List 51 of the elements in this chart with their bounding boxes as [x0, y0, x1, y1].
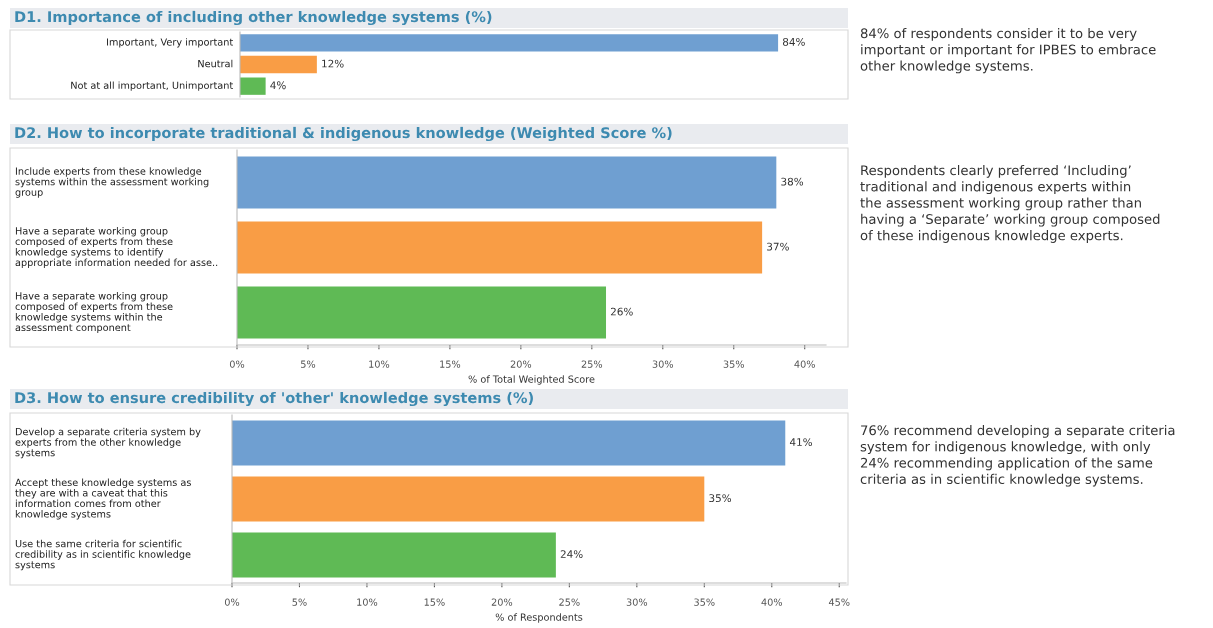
text: Respondents clearly preferred ‘Including’ traditional and indigenous experts within the assessment working group rather than having a ‘Separate’ working group composed of these indigenous knowledge experts.: [860, 165, 1160, 243]
y-tick-label: Neutral: [198, 59, 233, 68]
text: 84% of respondents consider it to be very important or important for IPBES to embrace other knowledge systems.: [860, 28, 1156, 74]
x-tick-label: 10%: [369, 360, 390, 368]
data-label: 24%: [560, 550, 583, 559]
data-label: 35%: [709, 494, 732, 503]
x-tick-label: 15%: [440, 360, 461, 368]
x-axis-title: % of Total Weighted Score: [468, 375, 595, 385]
y-tick-label: Have a separate working group composed of experts from these knowledge systems to identify appropriate information needed for asse..: [15, 227, 218, 268]
x-tick-label: 40%: [794, 360, 815, 368]
data-label: 84%: [782, 37, 805, 46]
bar: [232, 532, 556, 578]
data-label: 4%: [270, 81, 286, 90]
bar: [237, 156, 777, 209]
x-tick-label: 35%: [723, 360, 745, 368]
y-tick-label: Have a separate working group composed of experts from these knowledge systems within the assessment component: [15, 292, 173, 333]
x-tick-label: 0%: [224, 598, 240, 606]
x-tick-label: 30%: [652, 360, 674, 368]
x-tick-label: 20%: [510, 360, 532, 368]
x-axis-title: % of Respondents: [495, 613, 583, 623]
y-tick-label: Accept these knowledge systems as they are with a caveat that this information comes from other knowledge systems: [15, 478, 191, 520]
x-tick-label: 30%: [626, 598, 648, 606]
text: 76% recommend developing a separate criteria system for indigenous knowledge, with only 24% recommending application of the same criteria as in scientific knowledge systems.: [860, 425, 1175, 487]
chart-title: D1. Importance of including other knowledge systems (%): [15, 10, 492, 26]
x-tick-label: 45%: [828, 598, 850, 606]
x-tick-label: 0%: [229, 360, 245, 368]
y-tick-label: Develop a separate criteria system by experts from the other knowledge systems: [15, 427, 201, 459]
x-tick-label: 25%: [559, 598, 580, 606]
data-label: 41%: [789, 438, 813, 447]
data-label: 12%: [322, 59, 344, 68]
chart-title: D3. How to ensure credibility of 'other' knowledge systems (%): [15, 391, 533, 407]
bar: [232, 420, 786, 466]
data-label: 38%: [781, 177, 804, 186]
x-tick-label: 20%: [491, 598, 513, 606]
x-tick-label: 5%: [301, 360, 316, 368]
x-tick-label: 10%: [357, 598, 378, 606]
chart-title: D2. How to incorporate traditional & indigenous knowledge (Weighted Score %): [15, 126, 672, 142]
x-tick-label: 15%: [424, 598, 445, 606]
y-tick-label: Important, Very important: [107, 38, 233, 48]
y-tick-label: Include experts from these knowledge systems within the assessment working group: [15, 167, 209, 198]
data-label: 26%: [610, 307, 633, 316]
bar: [237, 286, 607, 339]
x-tick-label: 25%: [581, 360, 603, 368]
x-tick-label: 5%: [292, 598, 307, 606]
bar: [237, 221, 763, 274]
x-tick-label: 40%: [761, 598, 783, 606]
data-label: 37%: [767, 242, 789, 251]
bar: [232, 476, 705, 522]
y-tick-label: Not at all important, Unimportant: [71, 81, 233, 91]
x-tick-label: 35%: [694, 598, 715, 606]
y-tick-label: Use the same criteria for scientific credibility as in scientific knowledge systems: [15, 539, 191, 571]
